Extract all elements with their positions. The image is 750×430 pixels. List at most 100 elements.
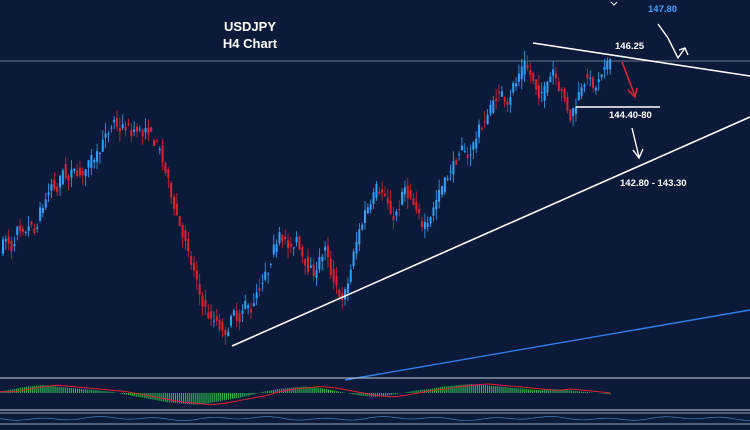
candle-body [198,284,201,295]
candle-body [335,275,338,286]
candle-body [355,241,358,254]
candle-body [301,247,304,257]
candle-body [344,289,347,300]
candle-body [232,310,235,316]
candle-body [201,295,204,307]
candle-body [460,145,463,151]
candle-body [175,203,178,216]
candle-body [472,142,475,150]
candle-body [64,163,67,179]
candle-body [315,270,318,278]
candle-body [378,191,381,194]
red-down-arrow [621,61,636,97]
candle-body [153,140,156,146]
arrowhead-top-fragment [610,1,618,6]
candle-body [594,87,597,91]
candle-body [39,207,42,221]
candle-body [552,69,555,76]
candle-body [403,187,406,195]
candle-body [192,263,195,271]
candle-body [284,236,287,240]
candle-body [258,287,261,291]
candle-body [589,77,592,79]
candle-body [16,226,19,235]
candle-body [244,300,247,309]
up-arrow-upper [657,23,686,60]
ascending-trendline [231,116,750,347]
candle-body [195,270,198,280]
candle-body [426,223,429,228]
candle-body [398,208,401,210]
candle-body [289,244,292,247]
candle-body [406,185,409,199]
candle-body [19,225,22,232]
white-arrowhead [632,148,644,160]
candle-body [292,247,295,249]
candle-body [252,303,255,307]
candle-body [478,124,481,138]
candle-body [287,240,290,249]
target-high-label: 147.80 [648,4,677,15]
candle-body [401,191,404,205]
candle-body [78,168,81,176]
candle-body [53,179,56,189]
candle-body [549,76,552,83]
candle-body [50,184,53,191]
candle-body [96,151,99,162]
candle-body [540,92,543,94]
candle-body [597,79,600,83]
candle-body [173,197,176,209]
candle-body [535,79,538,90]
candle-body [369,204,372,210]
candle-body [70,169,73,178]
arrowhead-up-upper [678,47,689,56]
descending-trendline [532,42,750,77]
candle-body [523,60,526,75]
candle-body [164,162,167,174]
candle-body [116,117,119,127]
candle-body [517,73,520,82]
candle-body [61,170,64,185]
candle-body [24,231,27,233]
candle-body [309,265,312,268]
candle-body [10,240,13,252]
candle-body [452,161,455,175]
candle-body [118,128,121,132]
candle-body [272,244,275,255]
candle-body [30,221,33,225]
candle-body [455,159,458,165]
candle-body [107,133,110,135]
candle-body [466,154,469,159]
candle-body [212,320,215,322]
candle-body [349,269,352,282]
candle-body [170,182,173,198]
candle-body [230,315,233,326]
candle-body [261,282,264,284]
candle-body [500,91,503,97]
candle-body [586,74,589,79]
candle-body [133,129,136,132]
candle-body [509,97,512,105]
candle-body [218,319,221,330]
candle-body [101,139,104,152]
candle-body [486,114,489,125]
candle-body [178,215,181,227]
candle-body [7,236,10,244]
candle-body [506,101,509,106]
candle-body [443,177,446,193]
candle-body [104,133,107,138]
candle-body [574,106,577,115]
resistance-label: 146.25 [615,41,645,52]
candle-body [255,292,258,299]
chart-title: USDJPY [224,19,276,34]
oscillator-signal-line [0,383,611,406]
candle-body [87,160,90,168]
candle-body [412,198,415,206]
candle-body [483,121,486,123]
candle-body [275,244,278,252]
candle-body [210,311,213,319]
candle-body [609,58,612,70]
candle-body [546,81,549,93]
candle-body [469,154,472,156]
